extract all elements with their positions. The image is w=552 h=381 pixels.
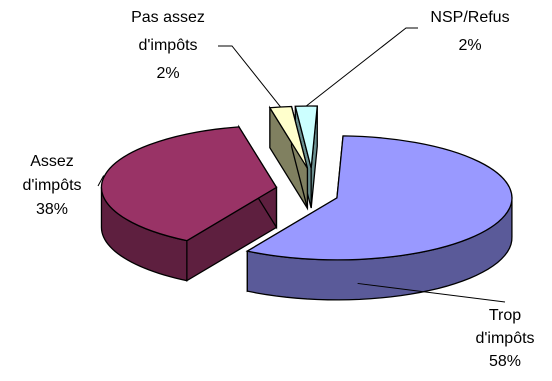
- slice-top-assez-d-impots: [100, 126, 278, 242]
- slice-top-pas-assez-d-impots: [268, 105, 309, 169]
- slice-label-assez-line2: d'impôts: [22, 177, 81, 194]
- slice-label-pas-assez-line1: Pas assez: [131, 9, 205, 26]
- slice-value-assez: 38%: [36, 201, 68, 218]
- leader-line-nsp-refus: [305, 27, 418, 107]
- slice-label-nsp: NSP/Refus: [430, 9, 509, 26]
- slice-top-trop-d-impots: [245, 135, 513, 261]
- leader-line-pas-assez-d-impots: [218, 45, 282, 108]
- slice-value-pas-assez: 2%: [156, 65, 179, 82]
- slice-label-assez-line1: Assez: [30, 153, 74, 170]
- pie-slice-trop-d-impots: [245, 135, 513, 301]
- slice-value-nsp: 2%: [458, 37, 481, 54]
- pie-slice-pas-assez-d-impots: [268, 105, 309, 211]
- slice-label-trop-line1: Trop: [489, 307, 521, 324]
- pie-slice-assez-d-impots: [100, 124, 278, 282]
- leader-line-assez-d-impots: [97, 175, 105, 187]
- leader-lines: [97, 27, 506, 303]
- slice-label-pas-assez-line2: d'impôts: [138, 37, 197, 54]
- slice-value-trop: 58%: [489, 353, 521, 370]
- pie-slices: [100, 105, 513, 301]
- slice-label-trop-line2: d'impôts: [475, 330, 534, 347]
- leader-line-trop-d-impots: [357, 282, 506, 303]
